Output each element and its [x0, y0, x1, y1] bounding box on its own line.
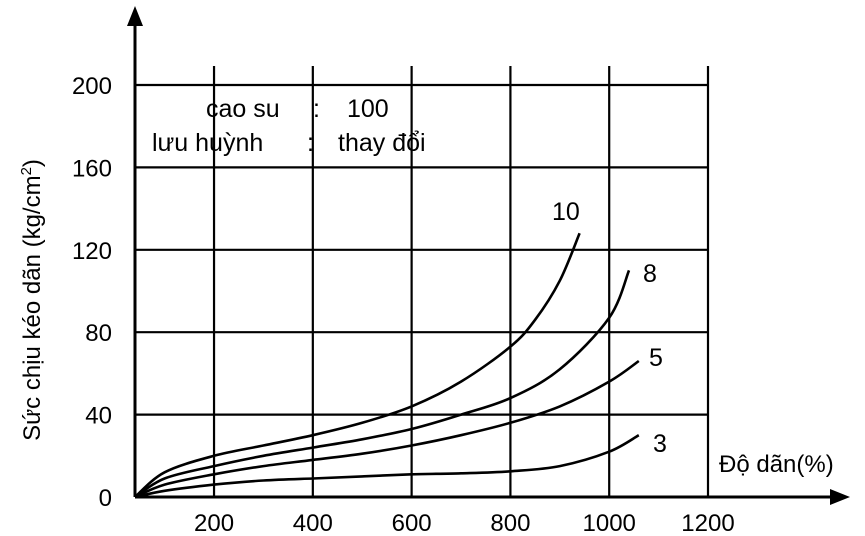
curve-label-8: 8 [643, 260, 657, 288]
note-sulfur-label: lưu huỳnh [152, 129, 263, 157]
curve-sulfur-5 [134, 359, 640, 499]
y-tick-label-200: 200 [72, 73, 112, 100]
y-tick-label-40: 40 [85, 403, 112, 430]
x-tick-label-200: 200 [194, 510, 234, 536]
y-tick-label-80: 80 [85, 320, 112, 347]
y-tick-label-0: 0 [99, 485, 112, 512]
y-axis-arrow [127, 6, 143, 26]
y-axis-title-close: ) [19, 159, 46, 167]
y-axis-title: Sức chịu kéo dãn (kg/cm2) [18, 159, 46, 441]
x-axis-arrow [830, 489, 850, 505]
y-tick-label-160: 160 [72, 155, 112, 182]
x-tick-label-800: 800 [490, 510, 530, 536]
note-rubber-colon: : [313, 95, 320, 123]
curve-label-5: 5 [649, 344, 663, 372]
x-tick-labels: 200 400 600 800 1000 1200 [194, 510, 735, 536]
x-tick-label-400: 400 [293, 510, 333, 536]
curve-sulfur-3 [134, 434, 640, 499]
y-tick-label-120: 120 [72, 238, 112, 265]
grid [135, 66, 710, 497]
x-axis-title: Độ dãn(%) [719, 451, 834, 478]
note-rubber-value: 100 [347, 95, 389, 123]
note-sulfur-colon: : [307, 129, 314, 157]
x-tick-label-1200: 1200 [681, 510, 734, 536]
curve-label-3: 3 [653, 430, 667, 458]
curve-label-10: 10 [552, 198, 580, 226]
y-tick-labels: 0 40 80 120 160 200 [72, 73, 112, 512]
series-labels: 10 8 5 3 [552, 198, 667, 458]
x-tick-label-600: 600 [392, 510, 432, 536]
note-rubber-label: cao su [206, 95, 280, 123]
note-sulfur-value: thay đổi [338, 129, 426, 157]
y-axis-title-superscript: 2 [18, 167, 35, 175]
curve-sulfur-10 [134, 232, 581, 498]
axes [127, 6, 850, 505]
note-box: cao su : 100 lưu huỳnh : thay đổi [152, 95, 426, 157]
curve-sulfur-8 [134, 269, 631, 499]
y-axis-title-main: Sức chịu kéo dãn (kg/cm [19, 175, 46, 441]
series-curves [134, 232, 640, 499]
x-tick-label-1000: 1000 [583, 510, 636, 536]
